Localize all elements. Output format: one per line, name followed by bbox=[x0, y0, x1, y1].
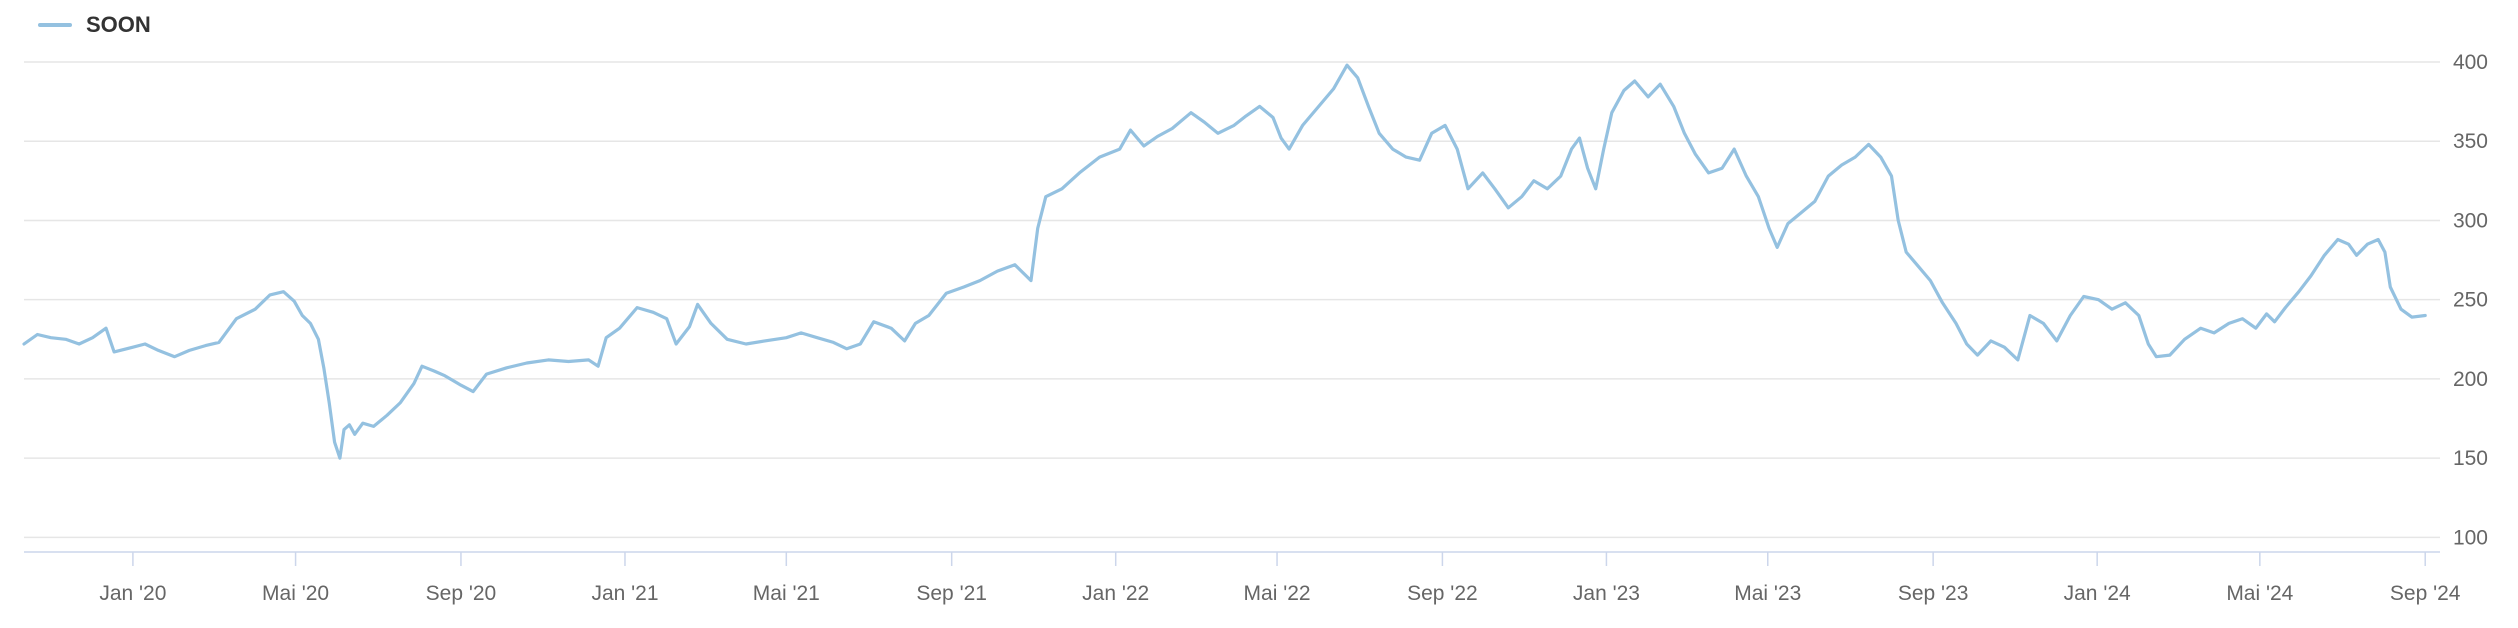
series-line-soon[interactable] bbox=[22, 63, 2427, 460]
x-tick-label: Jan '23 bbox=[1573, 582, 1640, 605]
y-tick-label-350: 350 bbox=[2453, 130, 2488, 153]
y-tick-label-200: 200 bbox=[2453, 368, 2488, 391]
x-tick-label: Jan '24 bbox=[2064, 582, 2131, 605]
y-tick-label-300: 300 bbox=[2453, 209, 2488, 232]
y-tick-label-150: 150 bbox=[2453, 447, 2488, 470]
y-tick-label-100: 100 bbox=[2453, 526, 2488, 549]
x-tick-label: Jan '20 bbox=[99, 582, 166, 605]
legend-label-soon: SOON bbox=[86, 12, 151, 37]
y-tick-label-250: 250 bbox=[2453, 289, 2488, 312]
x-tick-label: Sep '24 bbox=[2390, 582, 2461, 605]
x-tick-label: Sep '23 bbox=[1898, 582, 1969, 605]
x-tick-label: Jan '22 bbox=[1082, 582, 1149, 605]
grid-lines bbox=[24, 61, 2440, 539]
x-tick-label: Mai '23 bbox=[1734, 582, 1801, 605]
x-axis: Jan '20 Mai '20 Sep '20 Jan '21 Mai '21 Sep '… bbox=[24, 551, 2461, 605]
x-tick-label: Sep '21 bbox=[916, 582, 987, 605]
chart-legend[interactable]: SOON bbox=[38, 12, 151, 38]
legend-line-swatch bbox=[38, 23, 72, 27]
x-tick-label: Jan '21 bbox=[591, 582, 658, 605]
y-axis: 100 150 200 250 300 350 400 bbox=[2453, 51, 2488, 549]
series-group bbox=[22, 63, 2427, 460]
x-tick-label: Mai '21 bbox=[753, 582, 820, 605]
x-tick-label: Sep '22 bbox=[1407, 582, 1478, 605]
x-tick-label: Sep '20 bbox=[426, 582, 497, 605]
x-tick-label: Mai '24 bbox=[2226, 582, 2293, 605]
x-tick-label: Mai '20 bbox=[262, 582, 329, 605]
y-tick-label-400: 400 bbox=[2453, 51, 2488, 74]
x-tick-label: Mai '22 bbox=[1244, 582, 1311, 605]
